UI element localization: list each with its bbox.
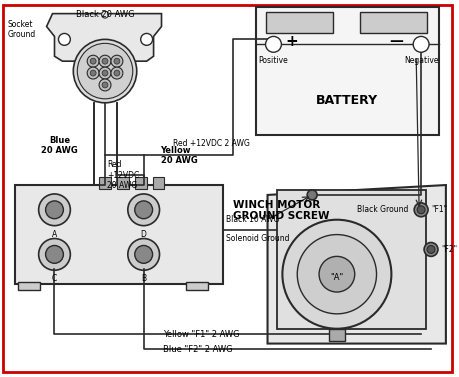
- Text: Negative: Negative: [404, 56, 438, 65]
- Text: Blue "F2" 2 AWG: Blue "F2" 2 AWG: [163, 345, 233, 354]
- Bar: [329, 329, 345, 340]
- Text: "F1": "F1": [431, 205, 447, 214]
- Circle shape: [45, 245, 63, 263]
- Text: A: A: [52, 230, 57, 239]
- Circle shape: [427, 245, 435, 253]
- Circle shape: [135, 201, 152, 219]
- Bar: [99, 177, 111, 189]
- Circle shape: [282, 220, 392, 329]
- Text: Red
+12VDC
20 AWG: Red +12VDC 20 AWG: [107, 160, 139, 190]
- Circle shape: [90, 70, 96, 76]
- Text: "A": "A": [330, 273, 343, 282]
- Circle shape: [99, 67, 111, 79]
- Circle shape: [266, 37, 281, 52]
- Circle shape: [99, 55, 111, 67]
- Text: Black Ground: Black Ground: [357, 205, 408, 214]
- Circle shape: [424, 242, 438, 256]
- Circle shape: [114, 58, 120, 64]
- Circle shape: [87, 67, 99, 79]
- Bar: [186, 282, 208, 290]
- Bar: [18, 282, 39, 290]
- Circle shape: [128, 194, 160, 226]
- Circle shape: [90, 58, 96, 64]
- Text: Red +12VDC 2 AWG: Red +12VDC 2 AWG: [174, 139, 250, 149]
- Circle shape: [102, 70, 108, 76]
- Circle shape: [128, 239, 160, 270]
- Circle shape: [58, 34, 70, 45]
- Circle shape: [135, 245, 152, 263]
- Text: D: D: [141, 230, 146, 239]
- Circle shape: [114, 70, 120, 76]
- Circle shape: [99, 79, 111, 91]
- Circle shape: [45, 201, 63, 219]
- Bar: [277, 190, 426, 329]
- Circle shape: [77, 43, 133, 99]
- Text: Socket
Ground: Socket Ground: [8, 20, 36, 39]
- Circle shape: [39, 194, 70, 226]
- Circle shape: [307, 190, 317, 200]
- Text: Yellow "F1" 2 AWG: Yellow "F1" 2 AWG: [163, 330, 240, 339]
- Text: Positive: Positive: [258, 56, 288, 65]
- Polygon shape: [268, 185, 446, 343]
- Text: Yellow
20 AWG: Yellow 20 AWG: [161, 146, 197, 165]
- Bar: [360, 12, 427, 34]
- Text: Solenoid Ground: Solenoid Ground: [226, 234, 290, 242]
- Text: +: +: [285, 34, 298, 49]
- Circle shape: [414, 203, 428, 217]
- Circle shape: [87, 55, 99, 67]
- Text: BATTERY: BATTERY: [316, 94, 378, 107]
- Circle shape: [73, 39, 137, 103]
- Polygon shape: [46, 14, 162, 61]
- Circle shape: [101, 11, 108, 18]
- Bar: [256, 7, 439, 135]
- Circle shape: [297, 234, 376, 314]
- Circle shape: [111, 55, 123, 67]
- Bar: [15, 185, 223, 284]
- Text: C: C: [52, 274, 57, 283]
- Circle shape: [413, 37, 429, 52]
- Text: Blue
20 AWG: Blue 20 AWG: [41, 136, 78, 155]
- Circle shape: [319, 256, 355, 292]
- Circle shape: [39, 239, 70, 270]
- Text: Black 20 AWG: Black 20 AWG: [76, 10, 134, 18]
- Bar: [135, 177, 146, 189]
- Circle shape: [111, 67, 123, 79]
- Bar: [117, 177, 129, 189]
- Text: WINCH MOTOR
GROUND SCREW: WINCH MOTOR GROUND SCREW: [233, 200, 330, 222]
- Circle shape: [102, 58, 108, 64]
- Circle shape: [141, 34, 152, 45]
- Bar: [152, 177, 164, 189]
- Text: —: —: [389, 34, 403, 48]
- Circle shape: [417, 206, 425, 214]
- Text: B: B: [141, 274, 146, 283]
- Bar: [266, 12, 333, 34]
- Text: Black 10 AWG: Black 10 AWG: [226, 215, 279, 224]
- Text: "F2": "F2": [441, 245, 457, 254]
- Circle shape: [102, 82, 108, 88]
